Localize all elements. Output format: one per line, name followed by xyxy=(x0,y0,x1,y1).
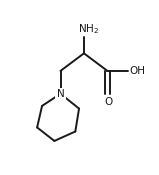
Text: NH$_2$: NH$_2$ xyxy=(78,23,99,37)
Text: O: O xyxy=(104,97,113,107)
Text: N: N xyxy=(57,89,64,99)
Text: OH: OH xyxy=(129,66,145,76)
